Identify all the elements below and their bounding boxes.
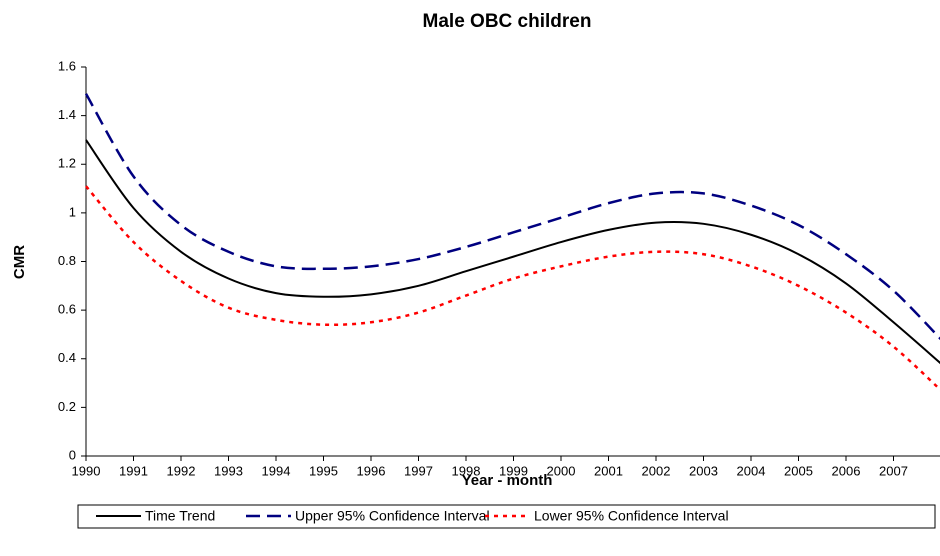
chart-title: Male OBC children [423, 11, 592, 32]
x-tick-label: 1995 [309, 463, 338, 478]
x-tick-label: 1996 [357, 463, 386, 478]
y-tick-label: 0.8 [58, 253, 76, 268]
x-tick-label: 2006 [832, 463, 861, 478]
x-tick-label: 1992 [167, 463, 196, 478]
legend-label: Upper 95% Confidence Interval [295, 508, 490, 524]
x-axis-title: Year - month [462, 472, 553, 489]
x-tick-label: 1993 [214, 463, 243, 478]
x-tick-label: 2001 [594, 463, 623, 478]
y-tick-label: 0.6 [58, 302, 76, 317]
y-tick-label: 1.2 [58, 156, 76, 171]
series-line [84, 93, 940, 341]
x-tick-label: 2000 [547, 463, 576, 478]
x-tick-label: 2007 [879, 463, 908, 478]
y-tick-label: 0.4 [58, 350, 76, 365]
series-line [85, 139, 940, 365]
x-tick-label: 1994 [262, 463, 291, 478]
x-tick-label: 1999 [499, 463, 528, 478]
series-line [85, 185, 940, 392]
x-tick-label: 1998 [452, 463, 481, 478]
legend-label: Time Trend [145, 508, 215, 524]
x-tick-label: 1997 [404, 463, 433, 478]
x-tick-label: 1991 [119, 463, 148, 478]
x-tick-label: 2002 [642, 463, 671, 478]
y-tick-label: 0.2 [58, 399, 76, 414]
y-tick-label: 0 [69, 447, 76, 462]
y-axis-title: CMR [11, 245, 28, 279]
x-tick-label: 2004 [737, 463, 766, 478]
x-tick-label: 1990 [72, 463, 101, 478]
y-tick-label: 1.4 [58, 107, 76, 122]
x-tick-label: 2005 [784, 463, 813, 478]
y-tick-label: 1.6 [58, 58, 76, 73]
legend-label: Lower 95% Confidence Interval [534, 508, 729, 524]
y-tick-label: 1 [69, 204, 76, 219]
x-tick-label: 2003 [689, 463, 718, 478]
